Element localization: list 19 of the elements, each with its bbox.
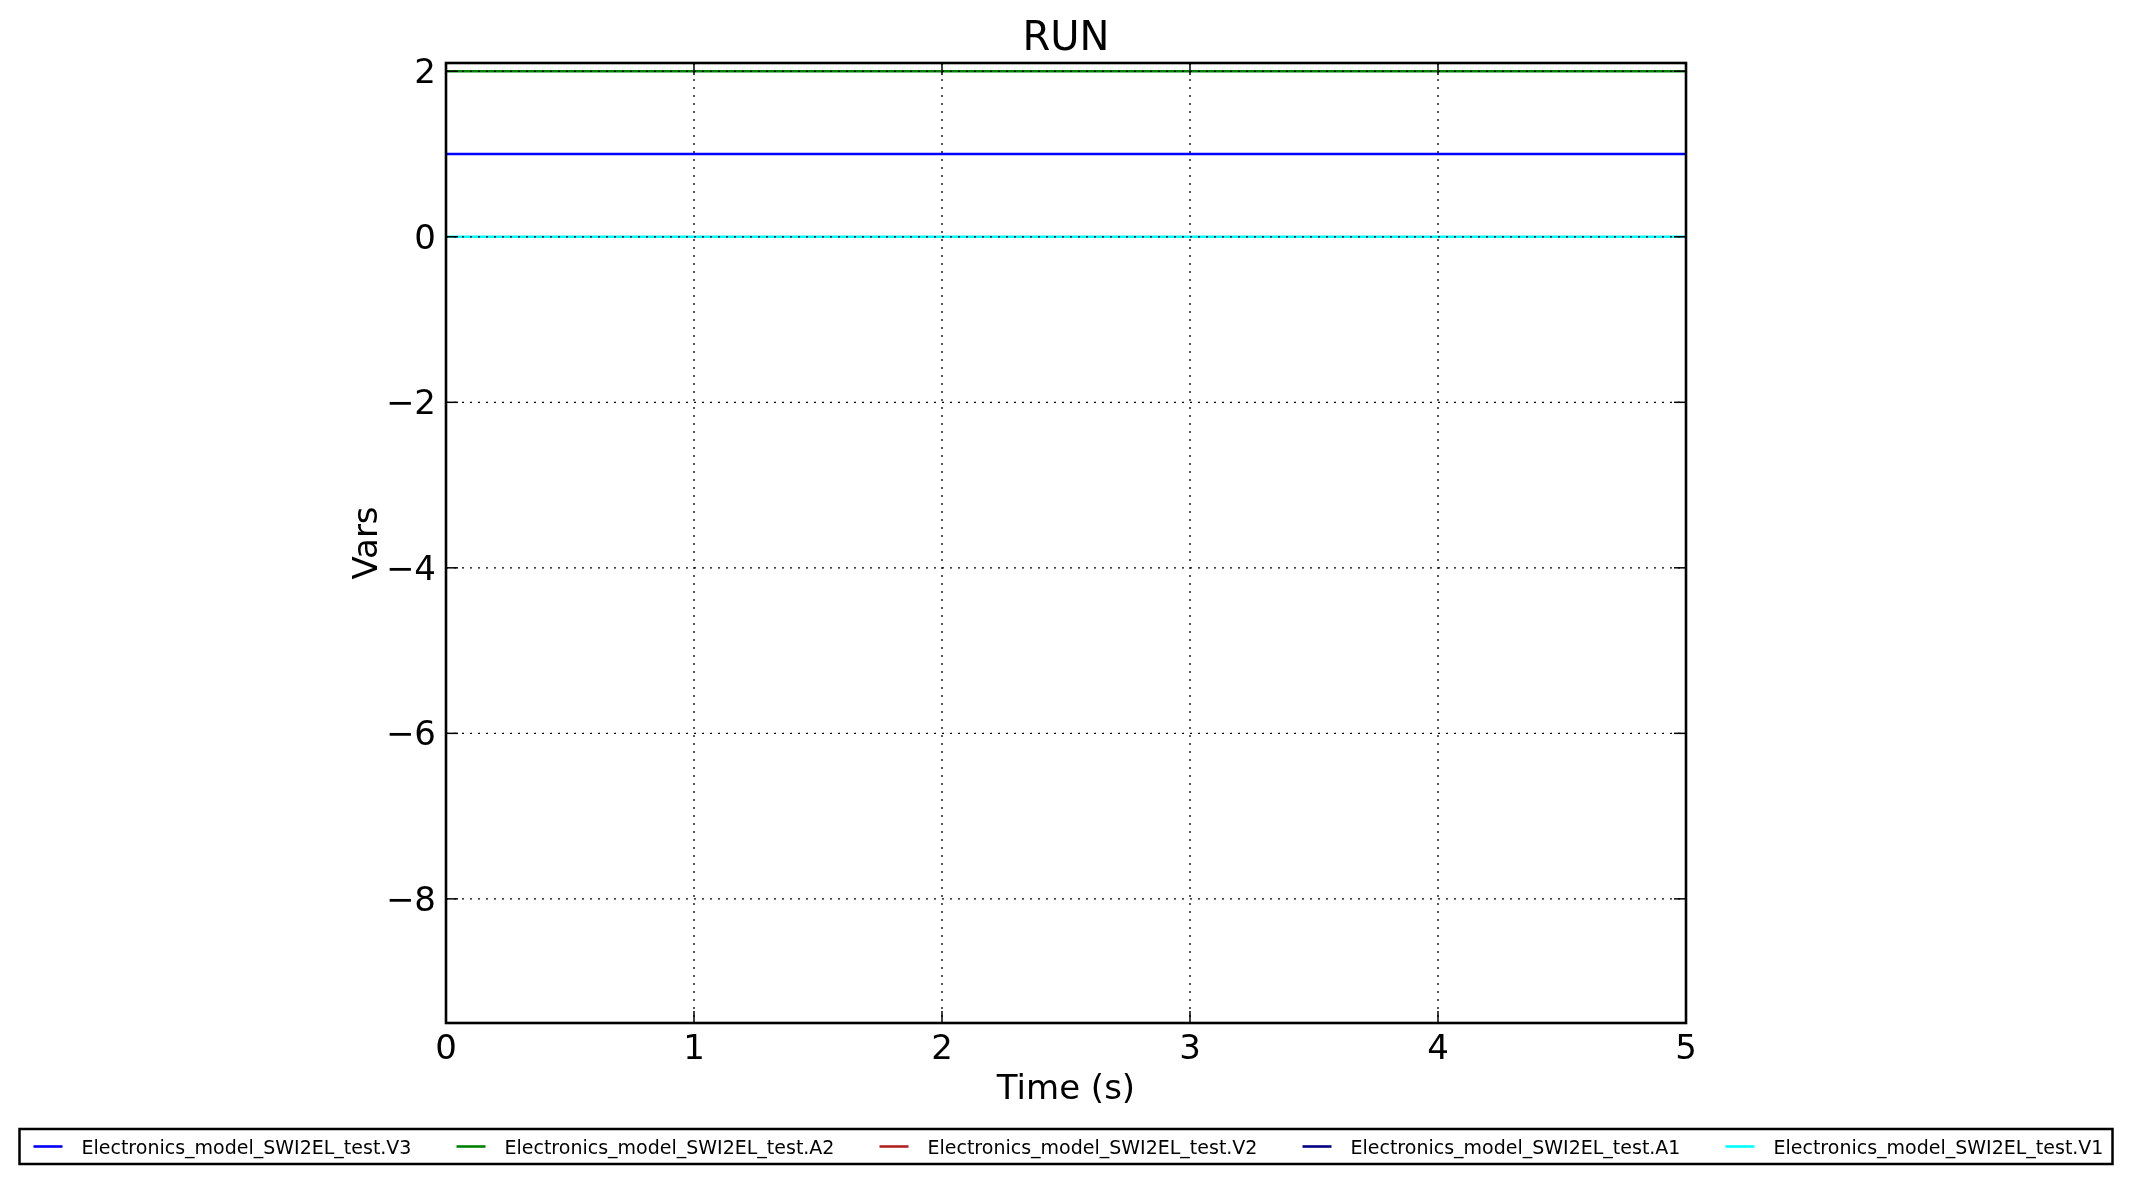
y-tick-label: −8: [385, 878, 436, 919]
legend-label: Electronics_model_SWI2EL_test.V1: [1773, 1135, 2104, 1159]
legend-label: Electronics_model_SWI2EL_test.A2: [504, 1135, 835, 1159]
y-tick-label: 2: [414, 51, 436, 92]
x-tick-label: 1: [683, 1027, 705, 1067]
legend-label: Electronics_model_SWI2EL_test.V2: [927, 1135, 1258, 1159]
y-tick-label: −4: [385, 547, 436, 588]
x-tick-label: 5: [1675, 1027, 1697, 1067]
y-tick-label: 0: [414, 216, 436, 257]
x-axis-title: Time (s): [995, 1067, 1136, 1107]
y-tick-label: −6: [385, 713, 436, 754]
x-tick-label: 4: [1427, 1027, 1449, 1067]
legend-label: Electronics_model_SWI2EL_test.V3: [81, 1135, 412, 1159]
x-tick-label: 3: [1179, 1027, 1201, 1067]
y-axis-title: Vars: [345, 506, 385, 580]
legend-label: Electronics_model_SWI2EL_test.A1: [1350, 1135, 1681, 1159]
chart-title: RUN: [1022, 13, 1110, 59]
y-tick-label: −2: [385, 382, 436, 423]
x-tick-label: 2: [931, 1027, 953, 1067]
